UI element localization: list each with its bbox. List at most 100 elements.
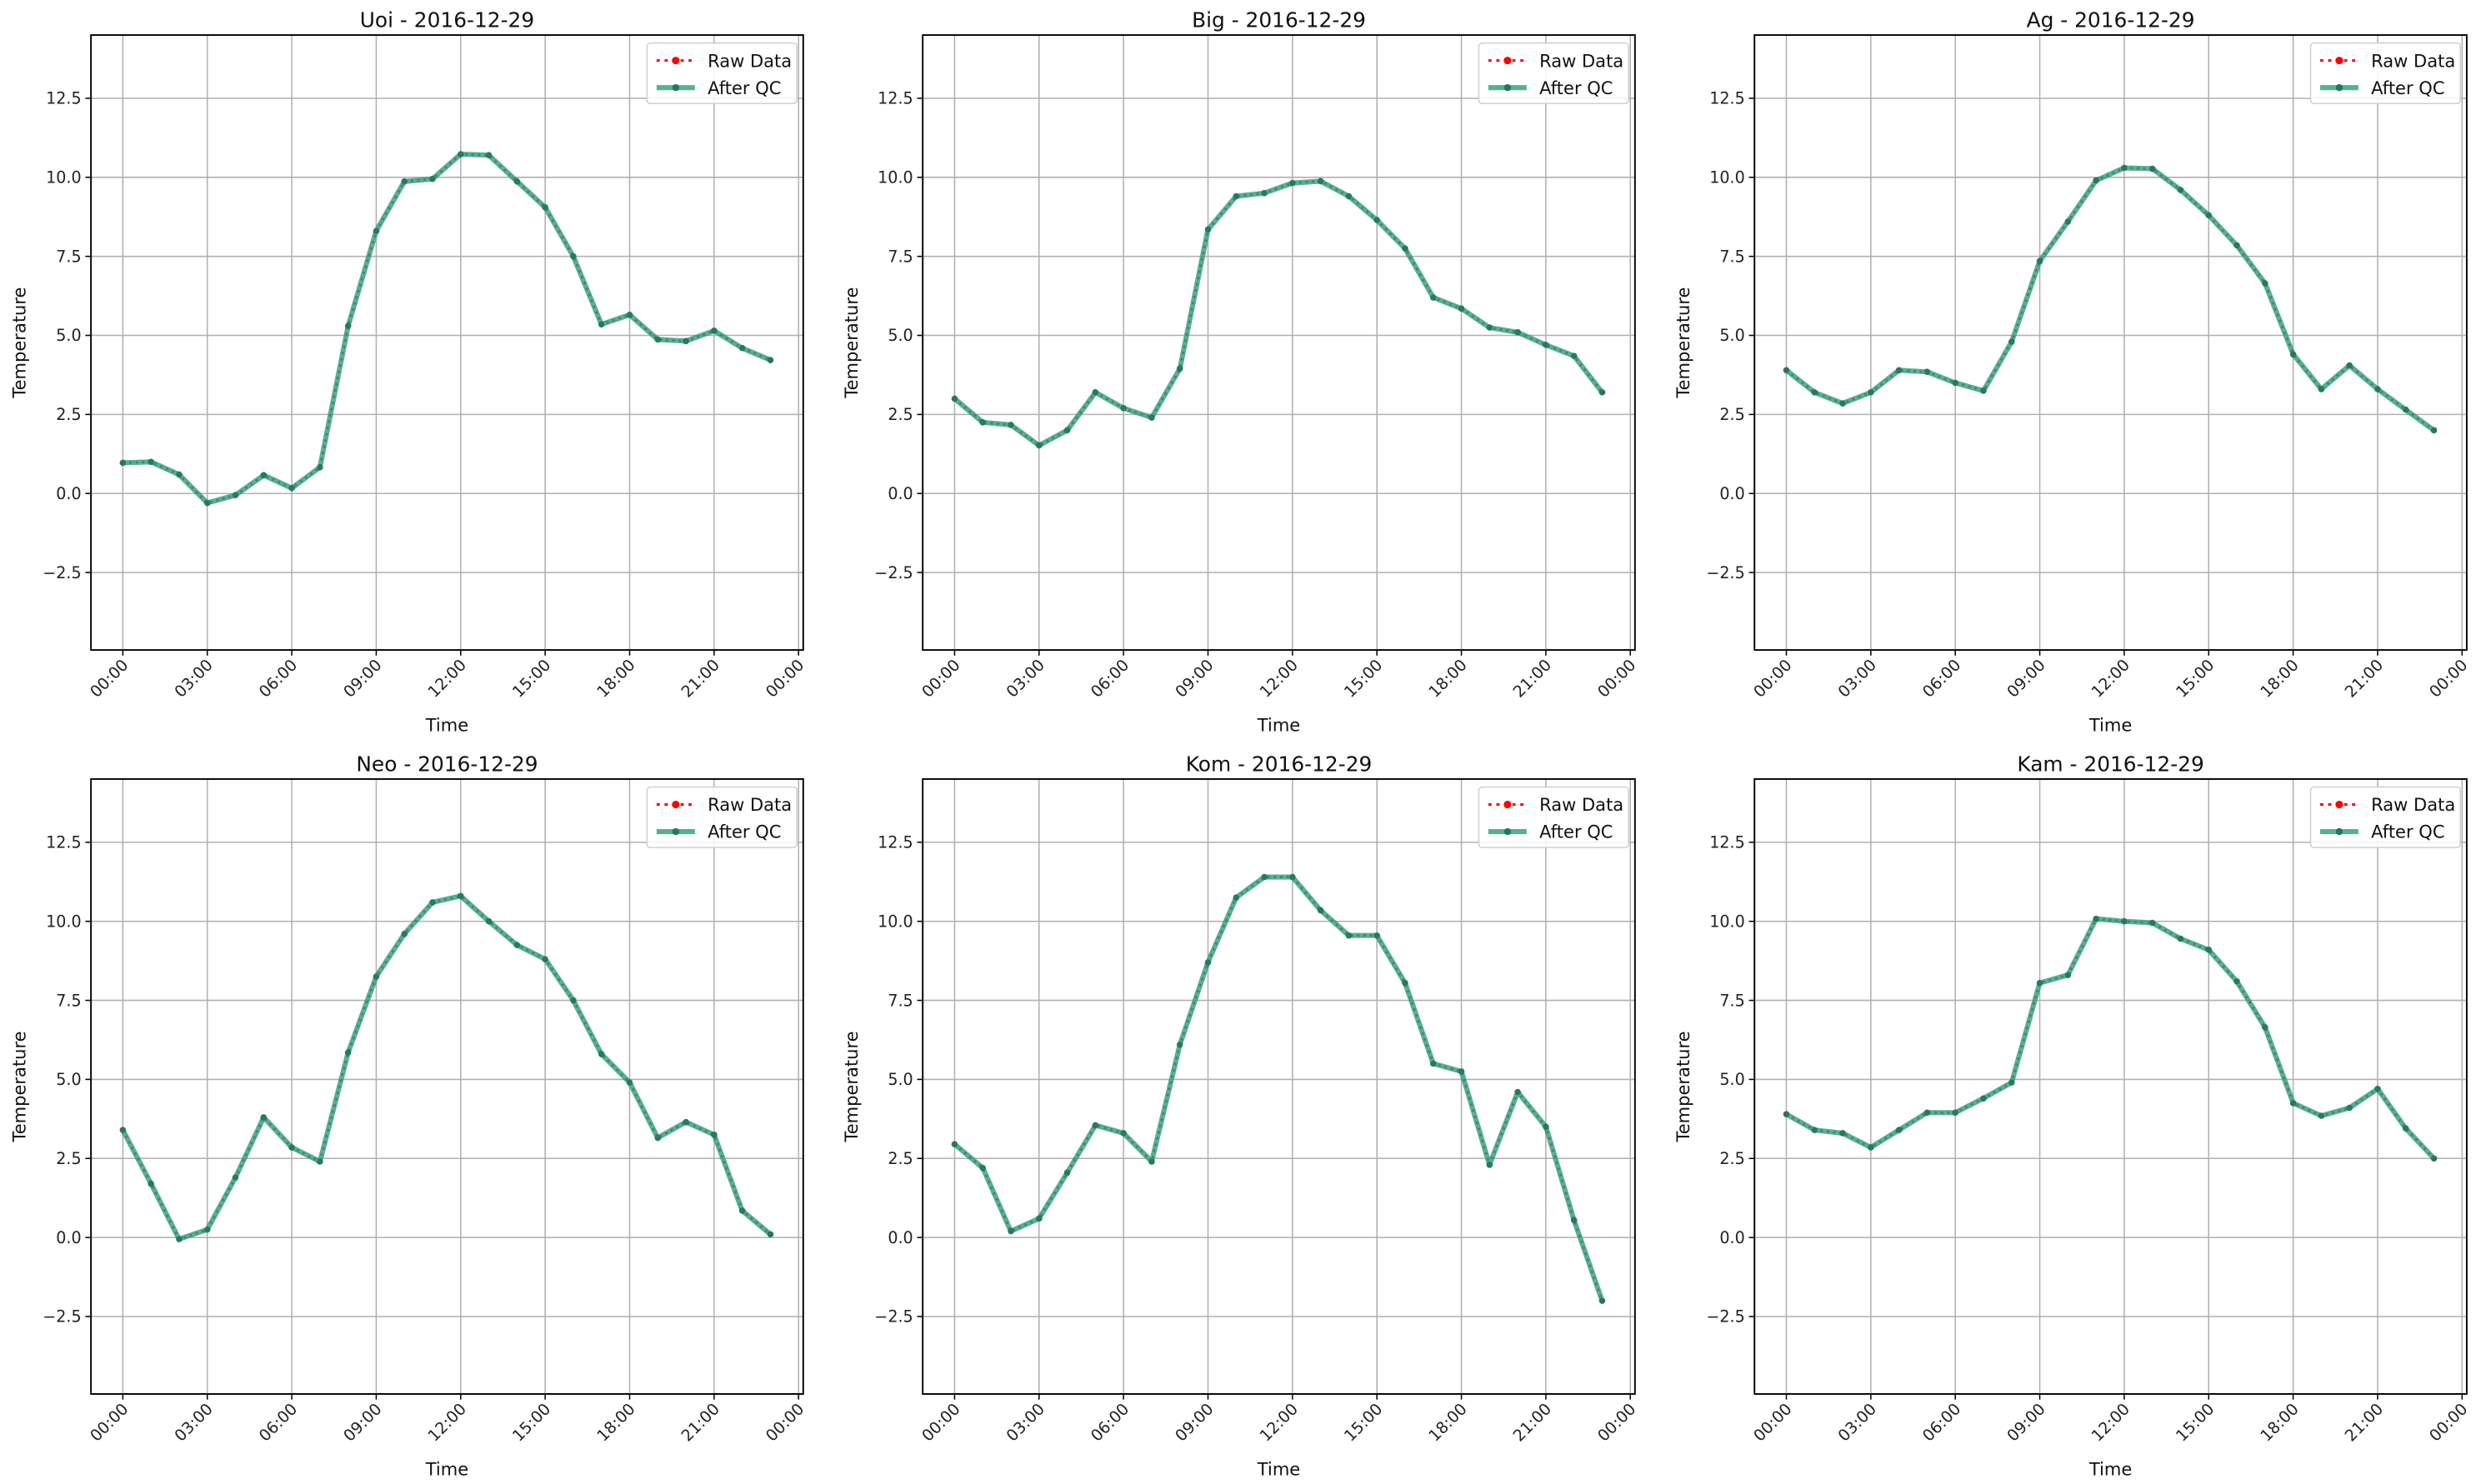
- after-qc-point: [457, 151, 464, 157]
- y-tick-label: 0.0: [888, 1228, 913, 1247]
- legend-qc-marker: [672, 83, 680, 92]
- after-qc-point: [429, 175, 436, 182]
- x-tick-label: 15:00: [1340, 1399, 1386, 1445]
- after-qc-point: [2233, 977, 2240, 985]
- after-qc-point: [2036, 257, 2043, 265]
- after-qc-point: [1176, 1041, 1183, 1048]
- y-tick-label: 5.0: [888, 326, 913, 345]
- legend: Raw Data After QC: [1478, 42, 1629, 105]
- x-tick-label: 18:00: [1425, 1399, 1471, 1445]
- after-qc-point: [1092, 1122, 1099, 1129]
- y-tick-label: 10.0: [1709, 168, 1745, 187]
- after-qc-point: [683, 1118, 689, 1126]
- x-tick-label: 15:00: [508, 1399, 554, 1445]
- after-qc-point: [1035, 1215, 1043, 1222]
- after-qc-point: [1811, 389, 1818, 396]
- x-axis-label: Time: [425, 1458, 468, 1479]
- x-tick-label: 00:00: [2425, 655, 2471, 701]
- x-tick-label: 21:00: [2341, 1399, 2387, 1445]
- after-qc-point: [1176, 365, 1183, 372]
- after-qc-point: [1811, 1127, 1818, 1133]
- x-tick-label: 15:00: [1340, 655, 1386, 701]
- series-raw-data-line: [123, 152, 771, 505]
- after-qc-point: [570, 252, 577, 260]
- after-qc-point: [1120, 404, 1127, 412]
- after-qc-point: [2402, 406, 2409, 413]
- subplot-title: Kom - 2016-12-29: [1186, 752, 1373, 776]
- legend: Raw Data After QC: [2309, 786, 2462, 848]
- x-tick-label: 00:00: [1749, 655, 1795, 701]
- x-tick-label: 00:00: [86, 1399, 132, 1445]
- y-tick-label: 0.0: [1719, 484, 1744, 503]
- x-tick-label: 09:00: [2003, 1399, 2049, 1445]
- after-qc-point: [2093, 177, 2099, 184]
- axes-frame: [1753, 34, 2468, 652]
- after-qc-point: [738, 344, 746, 352]
- after-qc-point: [1952, 379, 1959, 387]
- series-after-qc-line: [1784, 916, 2436, 1161]
- x-tick-label: 09:00: [1171, 1399, 1217, 1445]
- series-raw-data-line: [1785, 167, 2435, 432]
- after-qc-point: [1148, 1158, 1155, 1165]
- after-qc-point: [1429, 294, 1437, 301]
- after-qc-point: [767, 1231, 774, 1238]
- after-qc-point: [2289, 351, 2297, 358]
- after-qc-point: [1486, 324, 1493, 331]
- after-qc-point: [344, 1049, 352, 1056]
- after-qc-point: [1783, 367, 1790, 374]
- x-tick-label: 15:00: [508, 655, 554, 701]
- after-qc-point: [457, 892, 464, 900]
- after-qc-point: [738, 1207, 746, 1214]
- after-qc-point: [1598, 1297, 1606, 1304]
- y-tick-label: −2.5: [874, 563, 913, 582]
- x-tick-label: 21:00: [678, 1399, 723, 1445]
- after-qc-point: [1868, 389, 1874, 396]
- after-qc-point: [542, 956, 548, 963]
- legend-raw-label: Raw Data: [2371, 794, 2455, 815]
- x-tick-label: 09:00: [339, 1399, 385, 1445]
- after-qc-point: [1839, 400, 1846, 407]
- axes-frame: [90, 34, 804, 652]
- y-tick-label: −2.5: [874, 1307, 913, 1327]
- x-tick-label: 03:00: [171, 1399, 217, 1445]
- after-qc-point: [1570, 1217, 1578, 1224]
- series-raw-data-line: [953, 179, 1603, 447]
- y-tick-label: 0.0: [56, 484, 81, 503]
- series-raw-data-line: [1785, 917, 2435, 1160]
- after-qc-point: [2205, 212, 2213, 219]
- subplot-title: Ag - 2016-12-29: [2027, 8, 2195, 32]
- legend-raw-marker: [1503, 57, 1512, 65]
- after-qc-point: [1952, 1109, 1959, 1117]
- after-qc-point: [1289, 873, 1296, 881]
- after-qc-point: [979, 419, 987, 426]
- after-qc-point: [2148, 165, 2156, 172]
- after-qc-point: [1514, 328, 1521, 336]
- after-qc-point: [2318, 1112, 2325, 1119]
- x-tick-label: 12:00: [424, 655, 470, 701]
- after-qc-point: [598, 1051, 605, 1057]
- axes-frame: [1753, 777, 2468, 1395]
- after-qc-point: [1980, 387, 1987, 394]
- y-tick-label: 12.5: [1709, 833, 1745, 852]
- x-tick-label: 00:00: [1749, 1399, 1795, 1445]
- after-qc-point: [1345, 192, 1353, 200]
- after-qc-point: [1402, 245, 1408, 252]
- y-tick-label: 10.0: [46, 168, 82, 187]
- x-tick-label: 12:00: [424, 1399, 470, 1445]
- x-axis-label: Time: [2088, 715, 2132, 736]
- subplot-title: Uoi - 2016-12-29: [360, 8, 534, 32]
- x-tick-label: 00:00: [918, 1399, 963, 1445]
- after-qc-point: [1204, 959, 1212, 966]
- x-tick-label: 15:00: [2172, 655, 2218, 701]
- after-qc-point: [1373, 932, 1381, 939]
- legend: Raw Data After QC: [646, 42, 798, 105]
- after-qc-point: [260, 472, 268, 479]
- legend: Raw Data After QC: [646, 786, 798, 848]
- after-qc-point: [1317, 177, 1324, 185]
- y-tick-label: 10.0: [46, 912, 82, 931]
- after-qc-point: [1008, 422, 1014, 428]
- legend-raw-label: Raw Data: [1539, 50, 1623, 71]
- after-qc-point: [485, 917, 493, 925]
- after-qc-point: [288, 1144, 295, 1151]
